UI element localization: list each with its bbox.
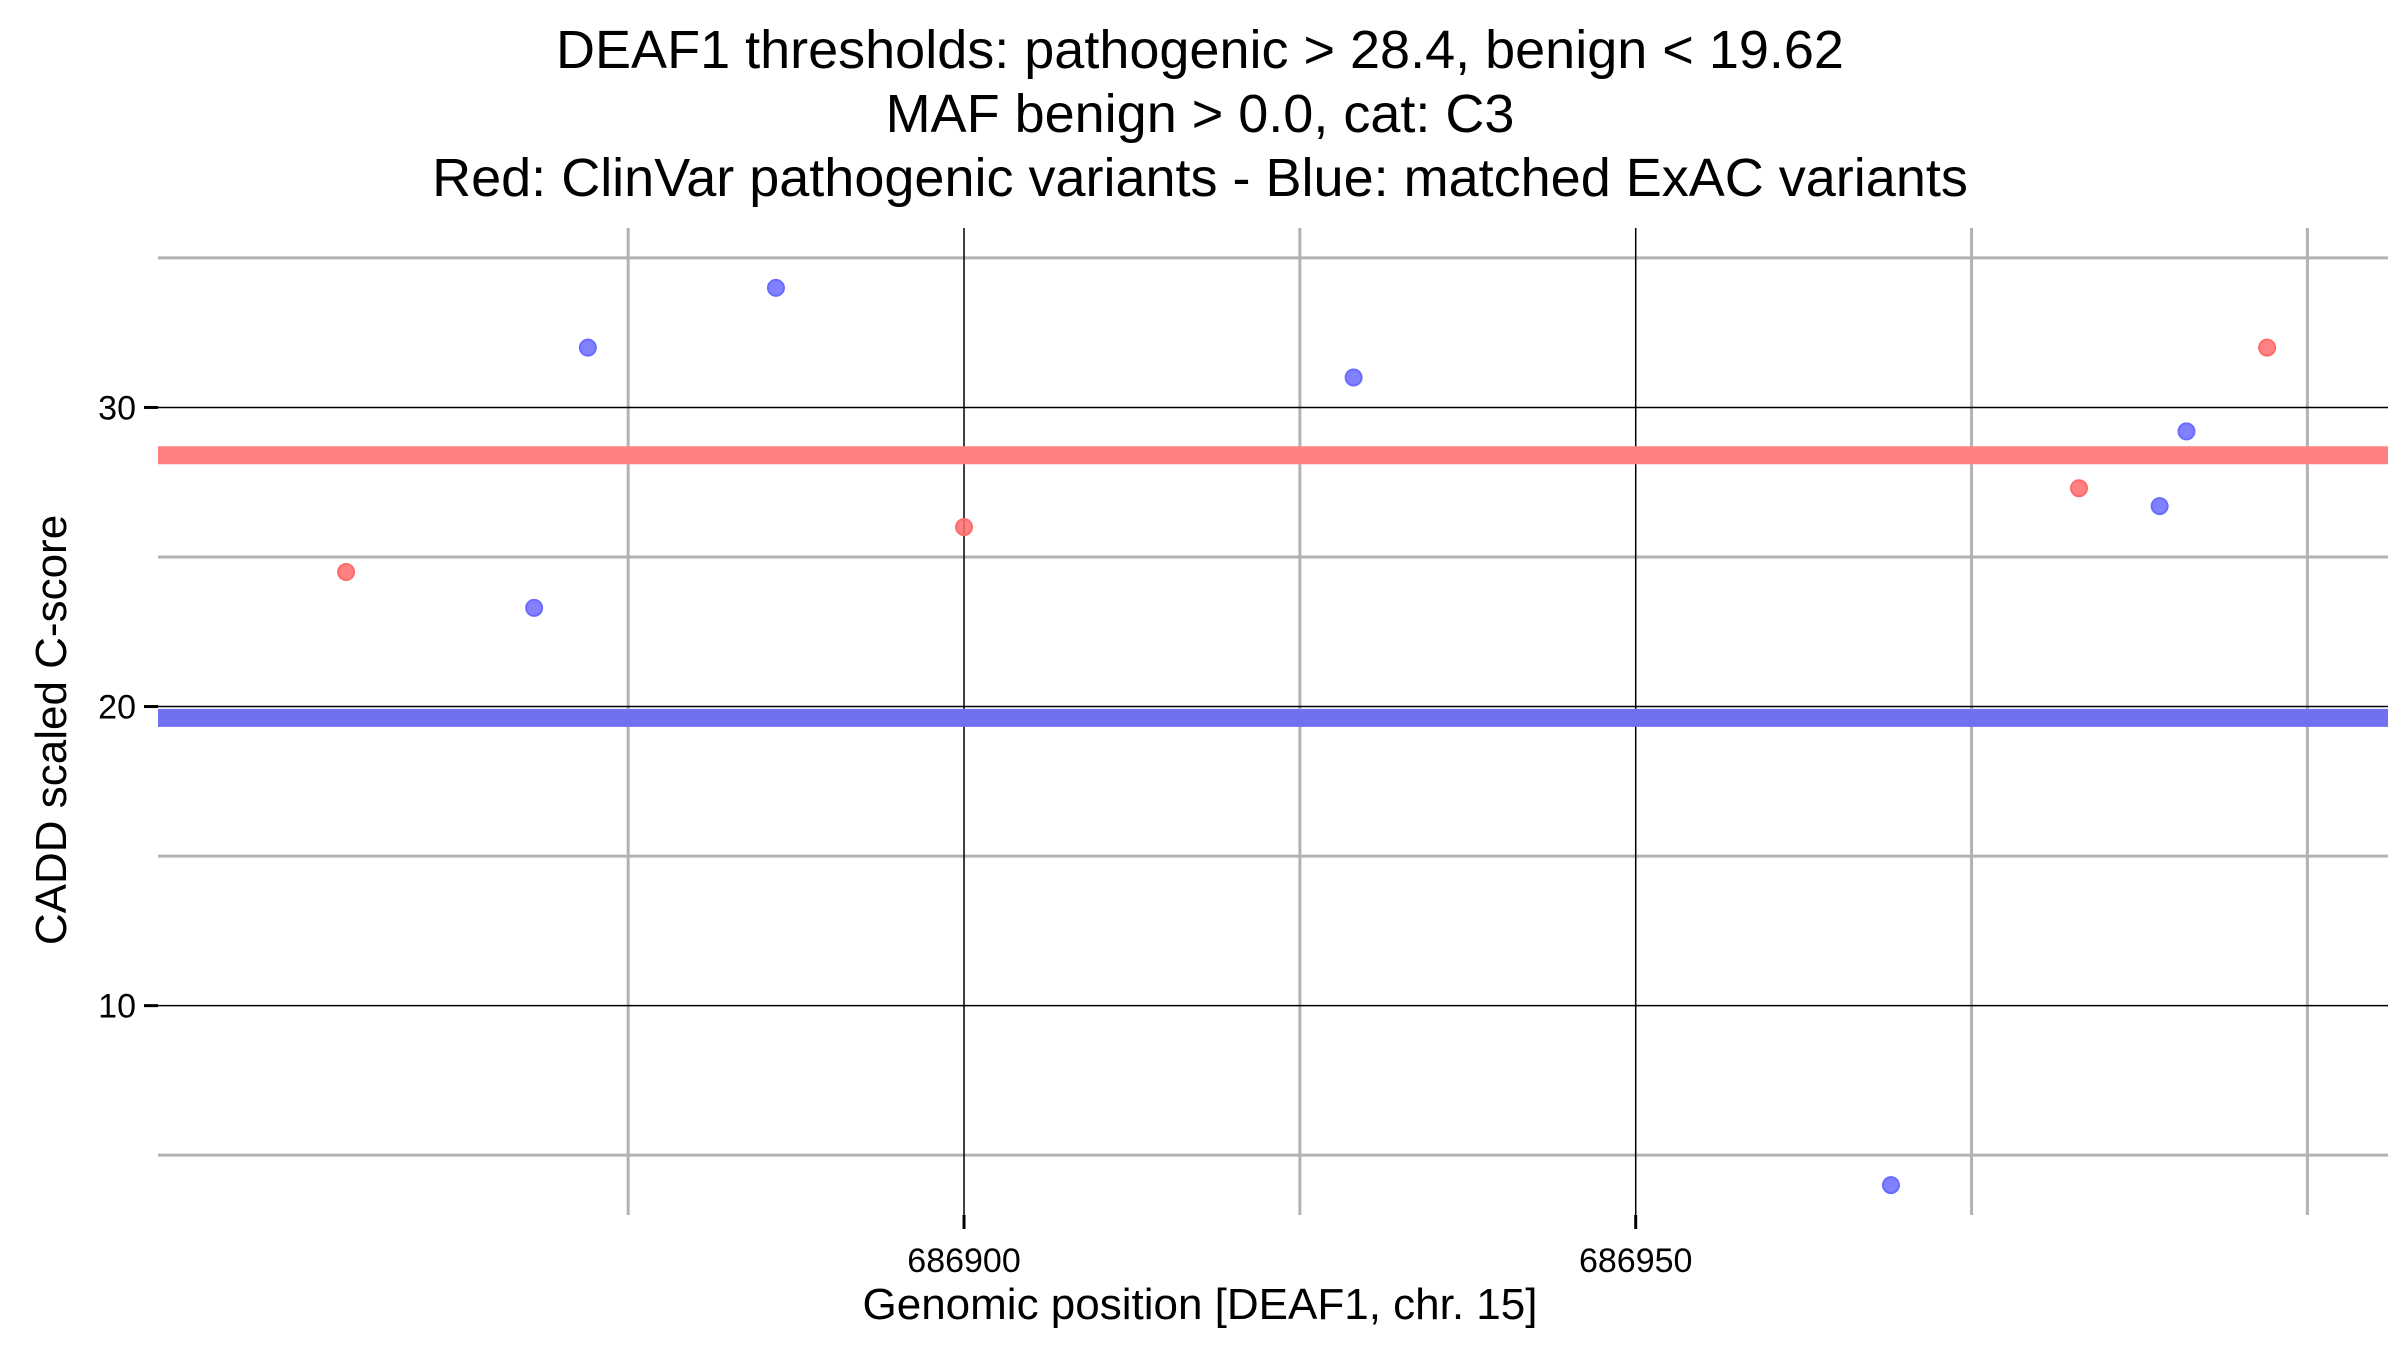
x-tick-label: 686900 (907, 1242, 1020, 1280)
data-point (2070, 479, 2089, 498)
y-tick-label: 30 (98, 389, 136, 427)
y-axis-title: CADD scaled C-score (27, 514, 76, 946)
data-point (2258, 338, 2277, 357)
data-point (1881, 1176, 1900, 1195)
chart-title-line-2: MAF benign > 0.0, cat: C3 (885, 84, 1515, 144)
chart-title-line-3: Red: ClinVar pathogenic variants - Blue:… (432, 148, 1968, 208)
x-tick-label: 686950 (1579, 1242, 1692, 1280)
data-point (2177, 422, 2196, 441)
data-point (1344, 368, 1363, 387)
data-point (955, 518, 974, 537)
data-point (578, 338, 597, 357)
data-point (337, 562, 356, 581)
data-point (525, 598, 544, 617)
y-tick-label: 20 (98, 689, 136, 727)
data-point (2150, 497, 2169, 516)
x-axis-title: Genomic position [DEAF1, chr. 15] (862, 1280, 1538, 1329)
y-tick-label: 10 (98, 988, 136, 1026)
chart-title-line-1: DEAF1 thresholds: pathogenic > 28.4, ben… (556, 20, 1844, 80)
data-point (766, 278, 785, 297)
